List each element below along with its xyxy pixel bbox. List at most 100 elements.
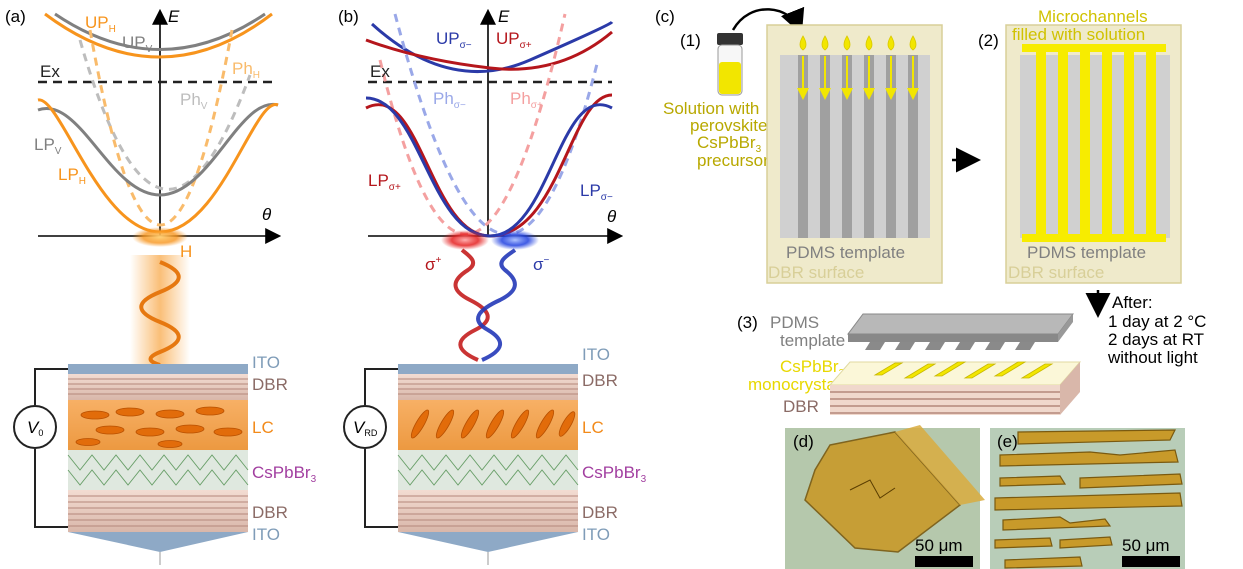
panel-b-theta-label: θ [607, 207, 617, 226]
svg-text:LPV: LPV [34, 135, 62, 157]
panel-a-lp-h-sub: H [79, 176, 86, 187]
panel-c-pdms-3d [847, 313, 1074, 350]
vial-icon [717, 33, 743, 96]
panel-b-sigma-minus: σ [533, 255, 544, 274]
panel-a-up-h-curve [44, 12, 273, 59]
panel-a-dbr-bot: DBR [252, 503, 288, 522]
panel-c-csp-l2: monocrystals [748, 375, 848, 394]
panel-c-step2: (2) [978, 31, 999, 50]
panel-c-dbr-label-2: DBR surface [1008, 263, 1104, 282]
panel-a-voltage-label: V [27, 418, 40, 437]
panel-b-voltage-source [343, 405, 387, 449]
panel-e-tag: (e) [997, 432, 1018, 451]
panel-c-step1: (1) [680, 31, 701, 50]
panel-c-filled-channels [1022, 44, 1166, 242]
panel-b-perov-sub: 3 [641, 474, 647, 485]
panel-a-dbr-top: DBR [252, 375, 288, 394]
panel-c-micro-l2: filled with solution [1012, 25, 1145, 44]
panel-b-ph-plus-label: Ph [510, 89, 531, 108]
panel-a-circuit [34, 368, 68, 528]
panel-b: (b) E θ UPσ− UPσ+ Ex Phσ− Phσ+ LPσ+ LPσ−… [338, 7, 647, 565]
panel-b-sigma-plus: σ [425, 255, 436, 274]
panel-c-solution-l4: precursor [697, 151, 769, 170]
svg-text:LPσ+: LPσ+ [368, 171, 401, 193]
panel-a-e-label: E [168, 7, 180, 26]
panel-b-glow-plus [441, 230, 489, 250]
panel-b-ph-plus-curve [378, 13, 567, 236]
panel-b-device [397, 364, 579, 565]
panel-b-up-plus-curve [365, 30, 613, 71]
svg-text:σ+: σ+ [425, 255, 442, 274]
panel-d-scale-label: 50 μm [915, 536, 963, 555]
panel-b-e-label: E [498, 7, 510, 26]
panel-a-ph-v-sub: V [201, 101, 208, 112]
panel-a-ito-top: ITO [252, 353, 280, 372]
svg-text:UPH: UPH [85, 13, 116, 35]
svg-text:CsPbBr3: CsPbBr3 [697, 133, 762, 155]
panel-b-ph-plus-sub: σ+ [531, 100, 543, 111]
svg-text:σ−: σ− [533, 255, 550, 274]
svg-text:LPσ−: LPσ− [580, 181, 613, 203]
panel-a-ph-h-sub: H [253, 70, 260, 81]
svg-text:UPσ+: UPσ+ [496, 29, 532, 51]
panel-a-lp-v-label: LP [34, 135, 55, 154]
panel-a: (a) E θ UPH UPV Ex PhH PhV LPV LPH H [5, 7, 317, 565]
panel-b-lp-minus-curve [365, 96, 613, 238]
panel-c-solution-l3: CsPbBr [697, 133, 756, 152]
panel-c-tag: (c) [655, 7, 675, 26]
panel-c-pdms-label-1: PDMS template [786, 243, 905, 262]
panel-a-lp-h-label: LP [58, 165, 79, 184]
panel-e-scale-label: 50 μm [1122, 536, 1170, 555]
panel-b-lp-minus-label: LP [580, 181, 601, 200]
panel-b-circuit [364, 368, 398, 528]
panel-c-after-l3: without light [1107, 348, 1198, 367]
panel-c-solution-l1: Solution with [663, 99, 759, 118]
panel-b-up-minus-sub: σ− [460, 40, 472, 51]
panel-a-up-v-label: UP [122, 33, 146, 52]
panel-e-crystals [994, 429, 1183, 569]
panel-b-helix-blue [476, 248, 517, 362]
panel-c-transfer-arrow [731, 6, 805, 35]
panel-a-ito-bot: ITO [252, 525, 280, 544]
panel-c-after-l1: 1 day at 2 °C [1108, 312, 1206, 331]
panel-a-voltage-source [13, 405, 57, 449]
panel-c-pdms-label-2: PDMS template [1027, 243, 1146, 262]
panel-b-ito-top: ITO [582, 345, 610, 364]
panel-c-after: After: [1112, 293, 1153, 312]
svg-text:UPσ−: UPσ− [436, 29, 472, 51]
panel-b-ph-minus-curve [393, 13, 600, 236]
svg-text:Phσ−: Phσ− [433, 89, 466, 111]
panel-b-helix-red [453, 248, 490, 362]
panel-a-up-h-label: UP [85, 13, 109, 32]
panel-b-ex-label: Ex [370, 62, 390, 81]
svg-text:UPV: UPV [122, 33, 153, 55]
panel-b-glow-minus [491, 230, 539, 250]
panel-a-ph-h-curve [88, 29, 234, 227]
panel-b-up-plus-sub: σ+ [520, 40, 532, 51]
panel-b-lp-minus-sub: σ− [601, 192, 613, 203]
panel-a-voltage-sub: 0 [38, 428, 43, 438]
panel-a-ph-h-label: Ph [232, 59, 253, 78]
panel-a-tag: (a) [5, 7, 26, 26]
panel-a-lp-v-curve [37, 102, 279, 197]
panel-c: (c) (1) Solution with perovskite CsPbBr3… [655, 6, 1206, 416]
panel-d-scale-bar [915, 556, 973, 567]
panel-a-device [67, 364, 249, 565]
panel-b-lp-plus-label: LP [368, 171, 389, 190]
panel-b-tag: (b) [338, 7, 359, 26]
panel-c-dbr-3: DBR [783, 397, 819, 416]
panel-c-droplets [799, 35, 917, 51]
panel-a-up-v-curve [54, 12, 266, 51]
panel-c-template-3: template [780, 331, 845, 350]
panel-c-csp-l1: CsPbBr [780, 357, 839, 376]
panel-a-ph-v-label: Ph [180, 90, 201, 109]
panel-b-ph-minus-sub: σ− [454, 100, 466, 111]
svg-text:PhH: PhH [232, 59, 260, 81]
panel-d: (d) 50 μm [785, 425, 985, 569]
panel-b-up-plus-label: UP [496, 29, 520, 48]
panel-b-dbr-bot: DBR [582, 503, 618, 522]
panel-e-scale-bar [1122, 556, 1180, 567]
panel-c-after-l2: 2 days at RT [1108, 330, 1204, 349]
panel-b-lp-plus-sub: σ+ [389, 182, 401, 193]
panel-e: (e) 50 μm [990, 428, 1185, 569]
